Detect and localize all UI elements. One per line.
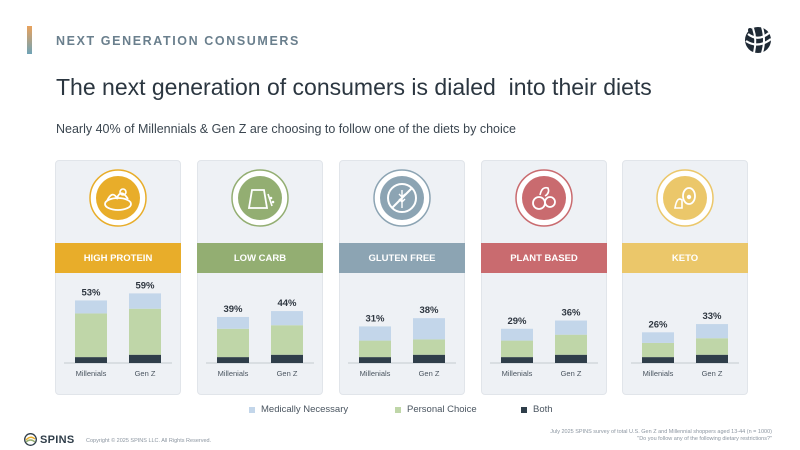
bar-segment-medically-necessary-millenials	[359, 326, 391, 341]
total-label-millenials: 31%	[365, 313, 385, 324]
footnote: July 2025 SPINS survey of total U.S. Gen…	[550, 429, 772, 443]
bar-segment-both-gen-z	[696, 354, 728, 363]
category-label-millenials: Millenials	[643, 369, 674, 378]
legend-swatch-medically-necessary	[249, 406, 255, 413]
vegetables-icon	[515, 169, 573, 227]
accent-bar	[27, 26, 32, 54]
bar-segment-personal-choice-millenials	[217, 328, 249, 358]
category-label-gen-z: Gen Z	[561, 369, 582, 378]
legend-label-personal-choice: Personal Choice	[407, 404, 477, 415]
no-wheat-icon	[373, 169, 431, 227]
category-label-millenials: Millenials	[76, 369, 107, 378]
footnote-source: July 2025 SPINS survey of total U.S. Gen…	[550, 429, 772, 435]
chart-legend: Medically Necessary Personal Choice Both	[0, 404, 800, 418]
diet-label-low-carb: LOW CARB	[197, 243, 323, 273]
protein-foods-icon	[89, 169, 147, 227]
diet-card-plant-based: PLANT BASED 29% Millenials 36% Gen Z	[481, 160, 607, 395]
legend-swatch-personal-choice	[395, 406, 401, 413]
globe-logo-icon	[745, 26, 772, 54]
total-label-gen-z: 38%	[419, 305, 439, 316]
diet-label-keto: KETO	[622, 243, 748, 273]
bar-segment-both-millenials	[501, 357, 533, 363]
category-label-gen-z: Gen Z	[419, 369, 440, 378]
total-label-millenials: 29%	[507, 316, 527, 327]
bar-segment-personal-choice-gen-z	[696, 338, 728, 355]
category-label-millenials: Millenials	[502, 369, 533, 378]
legend-item-medically-necessary: Medically Necessary	[249, 404, 348, 415]
category-label-gen-z: Gen Z	[135, 369, 156, 378]
bar-segment-medically-necessary-gen-z	[271, 311, 303, 326]
legend-label-medically-necessary: Medically Necessary	[261, 404, 349, 415]
total-label-gen-z: 44%	[277, 298, 297, 309]
diet-label-plant-based: PLANT BASED	[481, 243, 607, 273]
bar-segment-both-millenials	[642, 357, 674, 363]
diet-card-high-protein: HIGH PROTEIN 53% Millenials 59% Gen Z	[55, 160, 181, 395]
footnote-question: "Do you follow any of the following diet…	[637, 436, 772, 442]
bar-segment-medically-necessary-gen-z	[555, 320, 587, 335]
page-title: The next generation of consumers is dial…	[56, 74, 652, 100]
stacked-bar-chart-plant-based: 29% Millenials 36% Gen Z	[490, 308, 598, 378]
bar-segment-medically-necessary-millenials	[217, 316, 249, 329]
bar-segment-medically-necessary-gen-z	[129, 293, 161, 309]
total-label-millenials: 39%	[223, 304, 243, 315]
total-label-gen-z: 33%	[702, 311, 722, 322]
bar-segment-personal-choice-gen-z	[129, 308, 161, 355]
spins-brand-name: SPINS	[40, 433, 75, 446]
section-title: NEXT GENERATION CONSUMERS	[56, 34, 300, 48]
bar-segment-both-millenials	[75, 357, 107, 363]
diet-label-gluten-free: GLUTEN FREE	[339, 243, 465, 273]
spins-logo: SPINS	[24, 433, 75, 446]
diet-label-high-protein: HIGH PROTEIN	[55, 243, 181, 273]
bar-segment-personal-choice-millenials	[359, 340, 391, 358]
bar-segment-medically-necessary-gen-z	[413, 318, 445, 340]
diet-card-keto: KETO 26% Millenials 33% Gen Z	[622, 160, 748, 395]
bar-segment-personal-choice-millenials	[642, 342, 674, 358]
bar-segment-both-millenials	[359, 357, 391, 363]
total-label-millenials: 26%	[648, 319, 668, 330]
bar-segment-personal-choice-millenials	[75, 313, 107, 358]
legend-label-both: Both	[533, 404, 553, 415]
category-label-gen-z: Gen Z	[277, 369, 298, 378]
legend-item-both: Both	[521, 404, 553, 415]
bar-segment-medically-necessary-millenials	[75, 300, 107, 314]
stacked-bar-chart-keto: 26% Millenials 33% Gen Z	[631, 311, 739, 378]
stacked-bar-chart-high-protein: 53% Millenials 59% Gen Z	[64, 280, 172, 378]
keto-foods-icon	[656, 169, 714, 227]
total-label-millenials: 53%	[81, 287, 101, 298]
bar-segment-medically-necessary-gen-z	[696, 324, 728, 339]
bar-segment-both-millenials	[217, 357, 249, 363]
category-label-millenials: Millenials	[218, 369, 249, 378]
copyright-text: Copyright © 2025 SPINS LLC. All Rights R…	[86, 438, 212, 444]
bar-segment-personal-choice-gen-z	[271, 325, 303, 355]
bar-segment-personal-choice-gen-z	[555, 334, 587, 355]
legend-swatch-both	[521, 406, 527, 413]
total-label-gen-z: 36%	[561, 308, 581, 319]
stacked-bar-chart-low-carb: 39% Millenials 44% Gen Z	[206, 298, 314, 378]
bar-segment-both-gen-z	[271, 354, 303, 363]
bar-segment-both-gen-z	[129, 354, 161, 363]
spins-mark-icon	[24, 433, 37, 446]
total-label-gen-z: 59%	[135, 280, 155, 291]
bar-segment-medically-necessary-millenials	[501, 328, 533, 341]
diet-card-low-carb: LOW CARB 39% Millenials 44% Gen Z	[197, 160, 323, 395]
page-subtitle: Nearly 40% of Millennials & Gen Z are ch…	[56, 122, 516, 136]
stacked-bar-chart-gluten-free: 31% Millenials 38% Gen Z	[348, 305, 456, 378]
bar-segment-both-gen-z	[413, 354, 445, 363]
diet-card-gluten-free: GLUTEN FREE 31% Millenials 38% Gen Z	[339, 160, 465, 395]
grain-bag-icon	[231, 169, 289, 227]
bar-segment-personal-choice-gen-z	[413, 339, 445, 355]
bar-segment-both-gen-z	[555, 354, 587, 363]
bar-segment-medically-necessary-millenials	[642, 332, 674, 343]
legend-item-personal-choice: Personal Choice	[395, 404, 477, 415]
category-label-gen-z: Gen Z	[702, 369, 723, 378]
category-label-millenials: Millenials	[360, 369, 391, 378]
bar-segment-personal-choice-millenials	[501, 340, 533, 358]
